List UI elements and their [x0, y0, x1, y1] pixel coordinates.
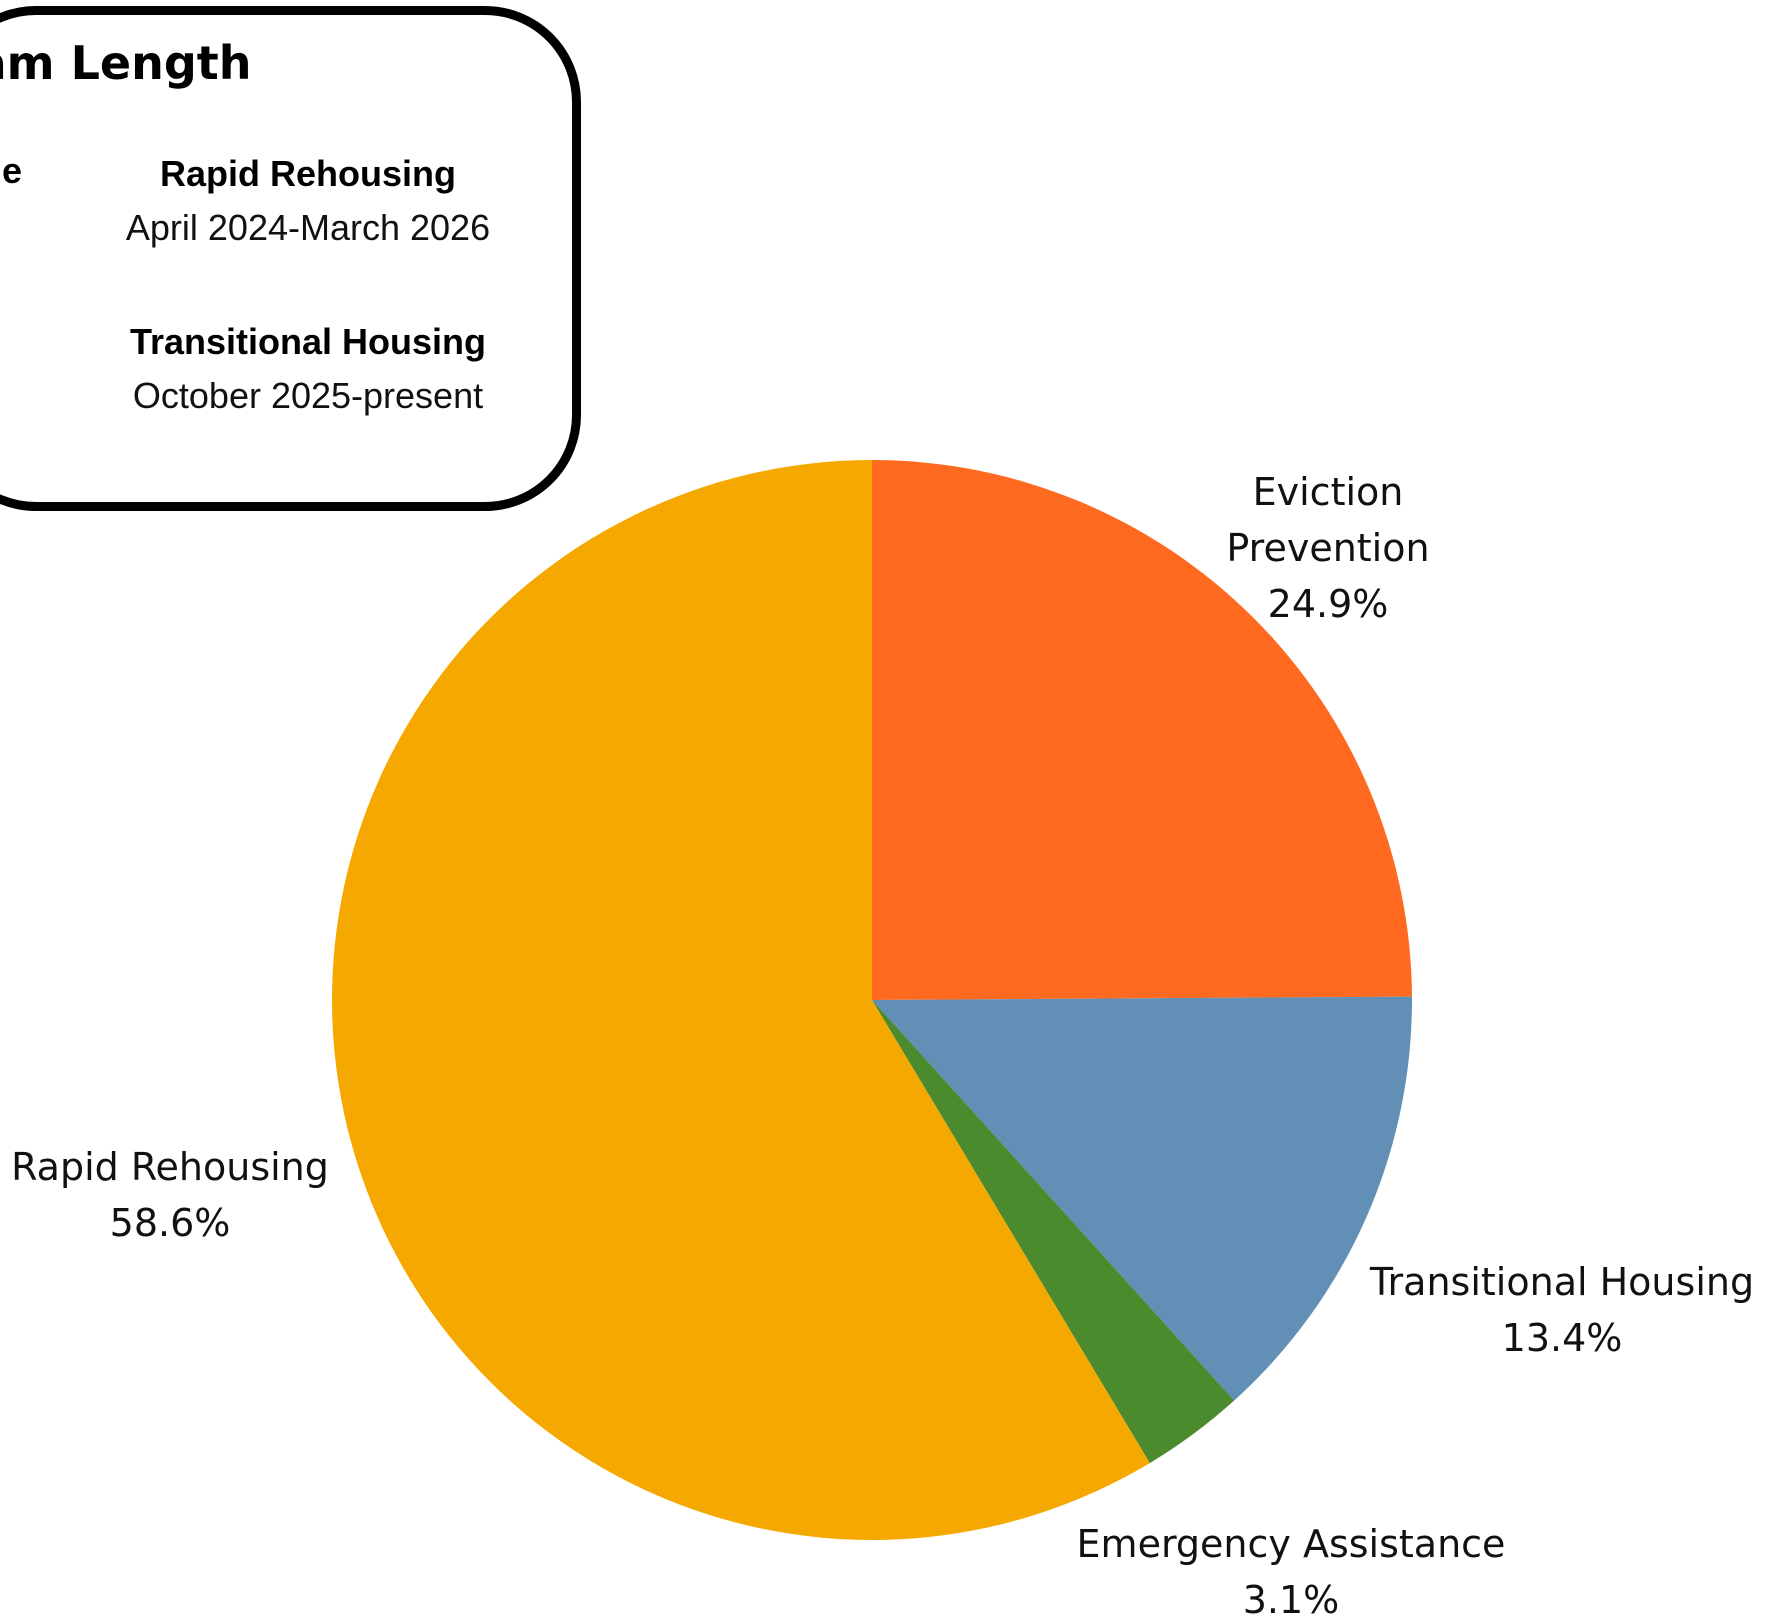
info-item-name: Rapid Rehousing	[160, 153, 456, 194]
slice-value-label: 58.6%	[110, 1201, 231, 1245]
info-item-name: Transitional Housing	[129, 321, 487, 362]
pie-slice	[332, 459, 1150, 1540]
slice-category-label: Rapid Rehousing	[11, 1145, 329, 1189]
pie-slice	[872, 1000, 1235, 1464]
info-item-dates: April 2024-March 2026	[125, 207, 491, 248]
info-item-dates: October 2025-present	[132, 375, 484, 416]
slice-category-label: Emergency Assistance	[1077, 1522, 1506, 1566]
info-item-rapid-rehousing: Rapid Rehousing April 2024-March 2026	[108, 152, 508, 250]
slice-value-label: 24.9%	[1268, 582, 1389, 626]
slice-value-label: 13.4%	[1502, 1316, 1623, 1360]
slice-category-label: Transitional Housing	[1369, 1260, 1754, 1304]
pie-slice	[872, 460, 1412, 1000]
info-item-transitional-housing: Transitional Housing October 2025-presen…	[108, 320, 508, 418]
program-length-box	[0, 6, 581, 511]
program-length-title: gram Length	[0, 36, 252, 90]
pie-slice	[872, 996, 1412, 1401]
slice-value-label: 3.1%	[1243, 1578, 1340, 1621]
slice-category-label: Eviction	[1253, 470, 1404, 514]
info-box-left-column-fragment: e	[1, 150, 22, 191]
slice-category-label: Prevention	[1226, 526, 1429, 570]
